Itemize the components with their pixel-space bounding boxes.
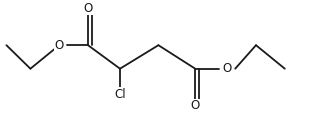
- Text: O: O: [191, 99, 200, 112]
- Text: O: O: [84, 2, 92, 15]
- Text: O: O: [55, 39, 64, 52]
- Text: O: O: [223, 62, 232, 75]
- Text: Cl: Cl: [114, 88, 126, 101]
